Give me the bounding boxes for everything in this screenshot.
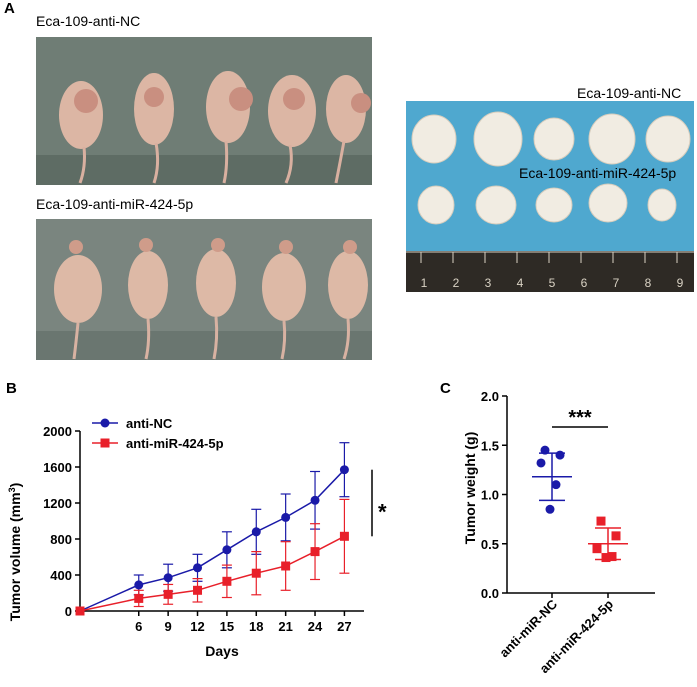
b-y-tick-label: 1200	[43, 496, 72, 511]
c-point	[555, 450, 565, 460]
b-point-0	[163, 573, 173, 583]
b-y-tick-label: 2000	[43, 424, 72, 439]
mice-control-photo	[36, 37, 372, 185]
b-point-0	[134, 580, 144, 590]
c-point	[545, 504, 555, 514]
c-y-tick-label: 1.5	[481, 438, 499, 453]
b-y-tick-label: 400	[50, 568, 72, 583]
b-point-1	[251, 568, 261, 578]
b-series-line-1	[79, 535, 345, 612]
tumor-treated-caption: Eca-109-anti-miR-424-5p	[519, 165, 677, 181]
b-point-0	[193, 563, 203, 573]
b-x-tick-label: 9	[165, 619, 172, 634]
c-point	[601, 553, 611, 563]
b-series-line-0	[79, 469, 345, 612]
b-point-0	[222, 545, 232, 555]
ruler-number: 1	[421, 276, 428, 290]
b-x-tick-label: 6	[135, 619, 142, 634]
b-legend-label: anti-miR-424-5p	[126, 436, 224, 451]
b-x-tick-label: 18	[249, 619, 263, 634]
ruler-number: 8	[645, 276, 652, 290]
c-point	[536, 458, 546, 468]
b-significance-star: *	[378, 500, 387, 525]
ruler-number: 6	[581, 276, 588, 290]
mice-treated-caption: Eca-109-anti-miR-424-5p	[36, 196, 194, 212]
c-y-tick-label: 1.0	[481, 488, 499, 503]
ruler-number: 2	[453, 276, 460, 290]
c-y-tick-label: 0.0	[481, 586, 499, 601]
ruler-number: 9	[677, 276, 684, 290]
b-y-tick-label: 1600	[43, 460, 72, 475]
b-xlabel: Days	[205, 643, 239, 659]
b-point-1	[222, 576, 232, 586]
c-point	[551, 480, 561, 490]
c-point	[611, 531, 621, 541]
c-point	[592, 544, 602, 554]
panel-label-a: A	[4, 0, 15, 17]
panel-label-b: B	[6, 380, 17, 397]
b-y-tick-label: 0	[65, 604, 72, 619]
tumor-photo: 1 2 3 4 5 6 7 8 9	[406, 101, 694, 292]
c-ylabel: Tumor weight (g)	[462, 432, 478, 545]
b-x-tick-label: 24	[308, 619, 323, 634]
tumor-volume-chart: Tumor volume (mm3) Days 0 400 800 1200 1600 2…	[7, 416, 387, 659]
b-point-0	[281, 512, 291, 522]
tumor-control-caption: Eca-109-anti-NC	[577, 85, 682, 101]
c-significance-stars: ***	[568, 407, 592, 429]
b-point-1	[339, 531, 349, 541]
b-legend-marker	[100, 438, 110, 448]
ruler-number: 4	[517, 276, 524, 290]
b-x-tick-label: 12	[190, 619, 204, 634]
b-ylabel: Tumor volume (mm3)	[7, 483, 23, 622]
b-point-0	[310, 495, 320, 505]
b-point-1	[163, 589, 173, 599]
b-point-1	[75, 606, 85, 616]
b-point-1	[134, 593, 144, 603]
b-legend-label: anti-NC	[126, 416, 173, 431]
b-y-tick-label: 800	[50, 532, 72, 547]
b-point-1	[310, 547, 320, 557]
ruler-number: 3	[485, 276, 492, 290]
c-y-tick-label: 2.0	[481, 389, 499, 404]
b-legend-marker	[100, 418, 110, 428]
c-point	[596, 516, 606, 526]
c-point	[607, 552, 617, 562]
b-point-0	[251, 527, 261, 537]
mice-treated-photo	[36, 219, 372, 360]
ruler-number: 7	[613, 276, 620, 290]
b-x-tick-label: 21	[278, 619, 292, 634]
mice-control-caption: Eca-109-anti-NC	[36, 13, 141, 29]
panel-label-c: C	[440, 380, 451, 397]
c-point	[540, 445, 550, 455]
tumor-weight-chart: Tumor weight (g) 0.00.51.01.52.0anti-miR…	[462, 389, 655, 676]
b-point-0	[339, 465, 349, 475]
b-point-1	[193, 585, 203, 595]
ruler-number: 5	[549, 276, 556, 290]
b-point-1	[281, 561, 291, 571]
b-x-tick-label: 27	[337, 619, 351, 634]
c-y-tick-label: 0.5	[481, 537, 499, 552]
b-x-tick-label: 15	[220, 619, 234, 634]
